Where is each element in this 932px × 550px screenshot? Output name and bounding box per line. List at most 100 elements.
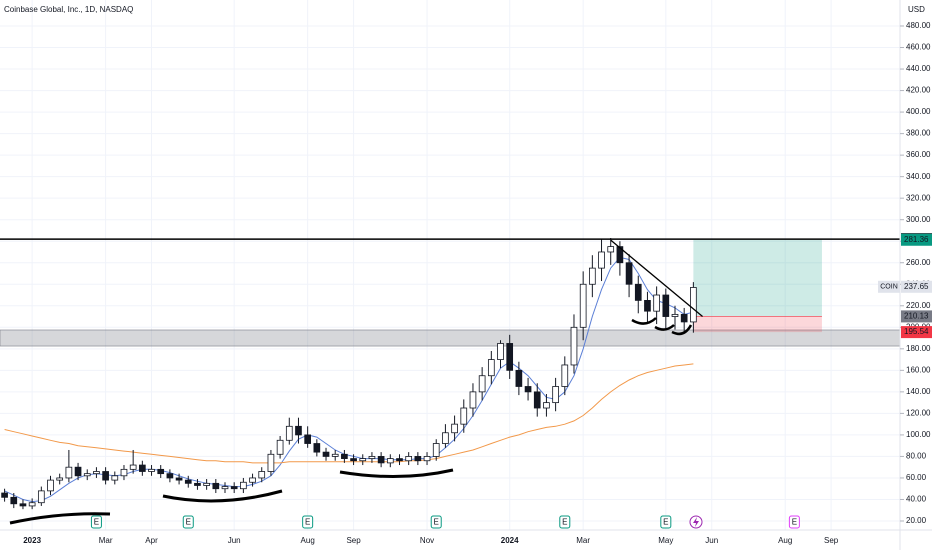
y-tick-label: 20.00 <box>906 516 927 525</box>
price-tag <box>901 310 932 323</box>
candle-body <box>570 326 578 366</box>
candle-body <box>552 386 559 404</box>
candle-body <box>506 343 514 371</box>
y-tick-label: 480.00 <box>906 21 931 30</box>
candle-body <box>129 464 137 470</box>
candle-body <box>258 471 266 479</box>
candle-body <box>625 262 633 285</box>
base-arc <box>671 324 693 336</box>
x-tick-label: 2024 <box>501 536 519 545</box>
candle-body <box>442 432 449 444</box>
candle-body <box>240 481 247 490</box>
candle-body <box>93 471 100 475</box>
candle-body <box>276 439 284 455</box>
base-arc <box>631 317 657 325</box>
x-tick-label: Jun <box>705 536 718 545</box>
candle-body <box>432 443 440 457</box>
earnings-label: E <box>305 518 310 527</box>
candle-body <box>543 402 550 409</box>
earnings-marker <box>430 515 442 529</box>
candle-body <box>644 300 651 312</box>
symbol-label: COIN <box>880 284 898 291</box>
candle-body <box>341 453 348 459</box>
x-tick-label: Mar <box>576 536 590 545</box>
candle-body <box>460 407 468 425</box>
candle-body <box>175 477 183 481</box>
y-tick-label: 40.00 <box>906 495 927 504</box>
earnings-marker <box>559 515 571 529</box>
candle-body <box>56 477 64 481</box>
candle-body <box>322 451 330 457</box>
candle-body <box>1 492 8 498</box>
candle-body <box>28 502 36 507</box>
candle-body <box>212 482 220 490</box>
earnings-marker <box>660 515 672 529</box>
candle-body <box>690 287 697 323</box>
candle-body <box>386 458 394 464</box>
ma-line <box>4 363 694 464</box>
x-tick-label: Aug <box>301 536 315 545</box>
earnings-label: E <box>434 518 439 527</box>
candle-body <box>533 391 541 409</box>
candle-body <box>65 466 73 479</box>
currency: USD <box>908 5 925 14</box>
candle-body <box>249 477 256 483</box>
x-tick-label: May <box>658 536 673 545</box>
earnings-marker <box>302 515 314 529</box>
candle-body <box>139 464 146 472</box>
earnings-label: E <box>562 518 567 527</box>
y-tick-label: 140.00 <box>906 387 931 396</box>
candle-body <box>414 456 422 462</box>
candle-body <box>157 468 165 475</box>
y-tick-label: 340.00 <box>906 172 931 181</box>
x-tick-label: Aug <box>778 536 792 545</box>
candle-body <box>83 473 91 477</box>
y-tick-label: 80.00 <box>906 452 927 461</box>
x-tick-label: Sep <box>346 536 361 545</box>
candle-body <box>478 375 486 393</box>
earnings-marker <box>182 515 194 529</box>
candle-body <box>10 496 18 505</box>
price-tag-label: 237.65 <box>904 282 929 291</box>
candle-body <box>285 425 293 441</box>
earnings-label: E <box>792 518 797 527</box>
candle-body <box>671 313 679 317</box>
candle-body <box>423 456 431 462</box>
earnings-label: E <box>186 518 191 527</box>
candle-body <box>19 503 27 507</box>
candle-body <box>359 458 367 462</box>
symbol-tag <box>878 280 900 293</box>
candle-body <box>230 486 238 490</box>
candle-body <box>487 359 495 377</box>
y-tick-label: 420.00 <box>906 86 931 95</box>
earnings-label: E <box>663 518 668 527</box>
candle-body <box>680 313 688 323</box>
candle-body <box>102 471 109 481</box>
y-tick-label: 300.00 <box>906 215 931 224</box>
candle-body <box>111 475 119 481</box>
candle-body <box>194 482 201 486</box>
candle-body <box>47 479 54 492</box>
base-arc <box>339 468 454 479</box>
price-tag <box>901 326 932 339</box>
target-zone <box>693 239 822 317</box>
candle-body <box>203 482 210 486</box>
candle-body <box>37 490 45 504</box>
trendline <box>610 239 703 318</box>
candle-body <box>616 246 624 264</box>
candle-body <box>405 456 413 462</box>
dividend-icon <box>689 515 703 529</box>
candle-body <box>589 267 596 285</box>
candle-body <box>451 423 458 434</box>
candle-body <box>350 458 357 462</box>
y-tick-label: 400.00 <box>906 107 931 116</box>
candle-body <box>74 466 82 477</box>
candle-body <box>377 456 385 464</box>
price-tag-label: 195.54 <box>904 327 929 336</box>
candle-body <box>267 453 275 472</box>
y-tick-label: 320.00 <box>906 193 931 202</box>
candle-body <box>579 283 587 328</box>
support-band <box>0 329 901 347</box>
